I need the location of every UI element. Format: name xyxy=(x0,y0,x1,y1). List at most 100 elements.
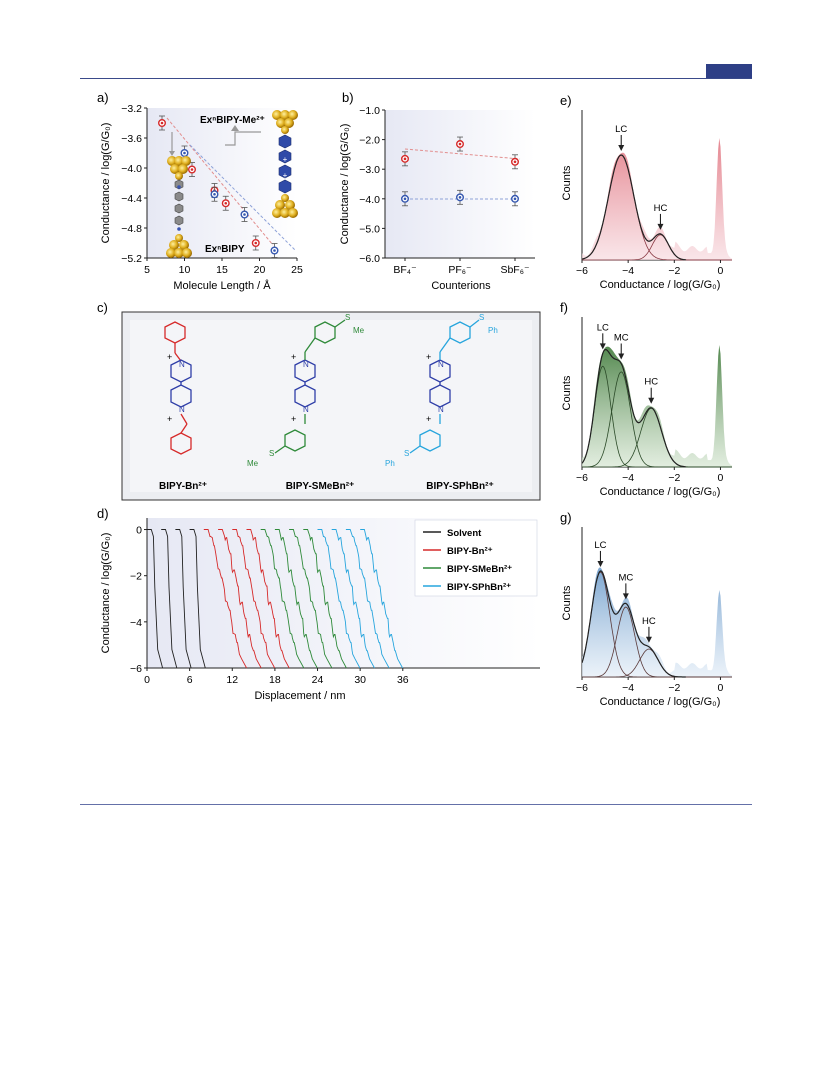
trace-0 xyxy=(147,529,164,669)
trace-1 xyxy=(232,529,276,669)
panel-f-xlabel: Conductance / log(G/G₀) xyxy=(600,486,721,498)
molecule-bipy-bn: N + N + BIPY-Bn²⁺ xyxy=(159,321,207,492)
data-point-core xyxy=(160,121,164,125)
xtick-label: −6 xyxy=(576,265,588,277)
ytick-label: −4 xyxy=(130,617,142,629)
xtick-label: 0 xyxy=(718,682,724,694)
panel-c-label: c) xyxy=(97,300,108,315)
xtick-label: 0 xyxy=(144,674,150,686)
data-point-core xyxy=(183,151,186,155)
peak-label: LC xyxy=(597,322,609,333)
xtick-label: 30 xyxy=(354,674,366,686)
data-point-core xyxy=(254,241,258,245)
n-atom: N xyxy=(438,360,444,369)
panel-d-xlabel: Displacement / nm xyxy=(254,690,345,702)
panel-a-yticks: −3.2 −3.6 −4.0 −4.4 −4.8 −5.2 xyxy=(121,103,147,265)
peak-arrowhead xyxy=(618,144,625,151)
xtick-label: −4 xyxy=(622,682,634,694)
xtick-label: 25 xyxy=(291,264,303,276)
panel-f-ylabel: Counts xyxy=(561,375,573,410)
plus-charge: + xyxy=(291,352,296,362)
panel-g: g) Counts Conductance / log(G/G₀) −6 −4 −2… xyxy=(560,510,732,708)
panel-a-xlabel: Molecule Length / Å xyxy=(173,279,271,292)
panel-a-xticks: 5 10 15 20 25 xyxy=(144,258,303,276)
xtick-label: 5 xyxy=(144,264,150,276)
header-rule xyxy=(80,78,752,79)
n-atom: N xyxy=(179,405,185,414)
ytick-label: −4.8 xyxy=(121,223,142,235)
data-point-core xyxy=(403,197,407,201)
xtick-label: 6 xyxy=(187,674,193,686)
peak-arrowhead xyxy=(648,397,655,404)
xtick-label: 0 xyxy=(718,265,724,277)
s-atom: S xyxy=(479,313,484,322)
ytick-label: −3.2 xyxy=(121,103,142,115)
panel-d-ylabel: Conductance / log(G/G₀) xyxy=(100,533,112,654)
plus-charge: + xyxy=(167,414,172,424)
xtick-label: 24 xyxy=(312,674,324,686)
ytick-label: −2.0 xyxy=(359,135,380,147)
xtick-label: PF₆⁻ xyxy=(448,264,472,276)
mol2-name: BIPY-SMeBn²⁺ xyxy=(286,481,355,492)
peak-arrowhead xyxy=(645,636,652,643)
ytick-label: −5.0 xyxy=(359,223,380,235)
panel-b-ylabel: Conductance / log(G/G₀) xyxy=(339,124,351,245)
trace-1 xyxy=(218,529,262,669)
peak-arrowhead xyxy=(657,223,664,230)
ytick-label: −3.6 xyxy=(121,133,142,145)
ytick-label: −4.0 xyxy=(121,163,142,175)
data-point-core xyxy=(243,213,246,216)
trace-2 xyxy=(303,529,347,669)
xtick-label: −2 xyxy=(668,682,680,694)
panel-e: e) Counts Conductance / log(G/G₀) −6 −4 −2… xyxy=(560,93,732,291)
junction-illustration-right: + + xyxy=(225,110,298,218)
panel-b: b) −1.0 −2.0 −3.0 −4.0 −5.0 −6.0 BF₄⁻ PF₆⁻ SbF₆… xyxy=(339,90,535,292)
xtick-label: 12 xyxy=(226,674,238,686)
panel-e-ylabel: Counts xyxy=(561,165,573,200)
data-point-core xyxy=(273,249,276,252)
xtick-label: 18 xyxy=(269,674,281,686)
trace-0 xyxy=(175,529,192,669)
footer-rule xyxy=(80,804,752,805)
mol3-name: BIPY-SPhBn²⁺ xyxy=(426,481,494,492)
ytick-label: 0 xyxy=(136,525,142,537)
trace-2 xyxy=(289,529,333,669)
panel-d-traces xyxy=(147,529,403,669)
legend-item: Solvent xyxy=(447,528,482,539)
panel-b-points xyxy=(401,136,520,207)
data-point-core xyxy=(190,168,194,171)
trace-2 xyxy=(260,529,305,669)
header-tab xyxy=(706,64,752,78)
fit-envelope xyxy=(581,570,686,678)
data-point-core xyxy=(458,142,462,146)
xtick-label: −2 xyxy=(668,472,680,484)
peak-label: HC xyxy=(644,377,658,388)
panel-b-label: b) xyxy=(342,90,354,105)
panel-a-annot-top: ExⁿBIPY-Me²⁺ xyxy=(200,115,265,126)
trace-1 xyxy=(203,529,247,669)
histogram-area xyxy=(582,345,732,467)
xtick-label: −6 xyxy=(576,682,588,694)
panel-a-plot-bg xyxy=(147,108,297,258)
gaussian-component xyxy=(582,234,732,261)
plus-charge: + xyxy=(167,352,172,362)
xtick-label: −4 xyxy=(622,472,634,484)
ytick-label: −6 xyxy=(130,663,142,675)
svg-text:+: + xyxy=(283,171,288,180)
trace-3 xyxy=(317,529,361,669)
molecule-bipy-sphbn: S Ph N + N + S Ph BIPY-SPhBn²⁺ xyxy=(385,313,498,492)
ytick-label: −5.2 xyxy=(121,253,142,265)
xtick-label: 20 xyxy=(254,264,266,276)
panel-a-ylabel: Conductance / log(G/G₀) xyxy=(100,123,112,244)
peak-label: HC xyxy=(642,616,656,627)
peak-arrowhead xyxy=(622,593,629,600)
data-point-core xyxy=(213,192,216,196)
data-point-core xyxy=(403,157,407,161)
legend-item: BIPY-SPhBn²⁺ xyxy=(447,582,511,593)
svg-text:+: + xyxy=(283,155,288,164)
panel-b-xlabel: Counterions xyxy=(431,280,491,292)
peak-label: LC xyxy=(594,540,606,551)
trace-1 xyxy=(246,529,290,669)
me-group: Me xyxy=(247,459,259,468)
ytick-label: −1.0 xyxy=(359,105,380,117)
